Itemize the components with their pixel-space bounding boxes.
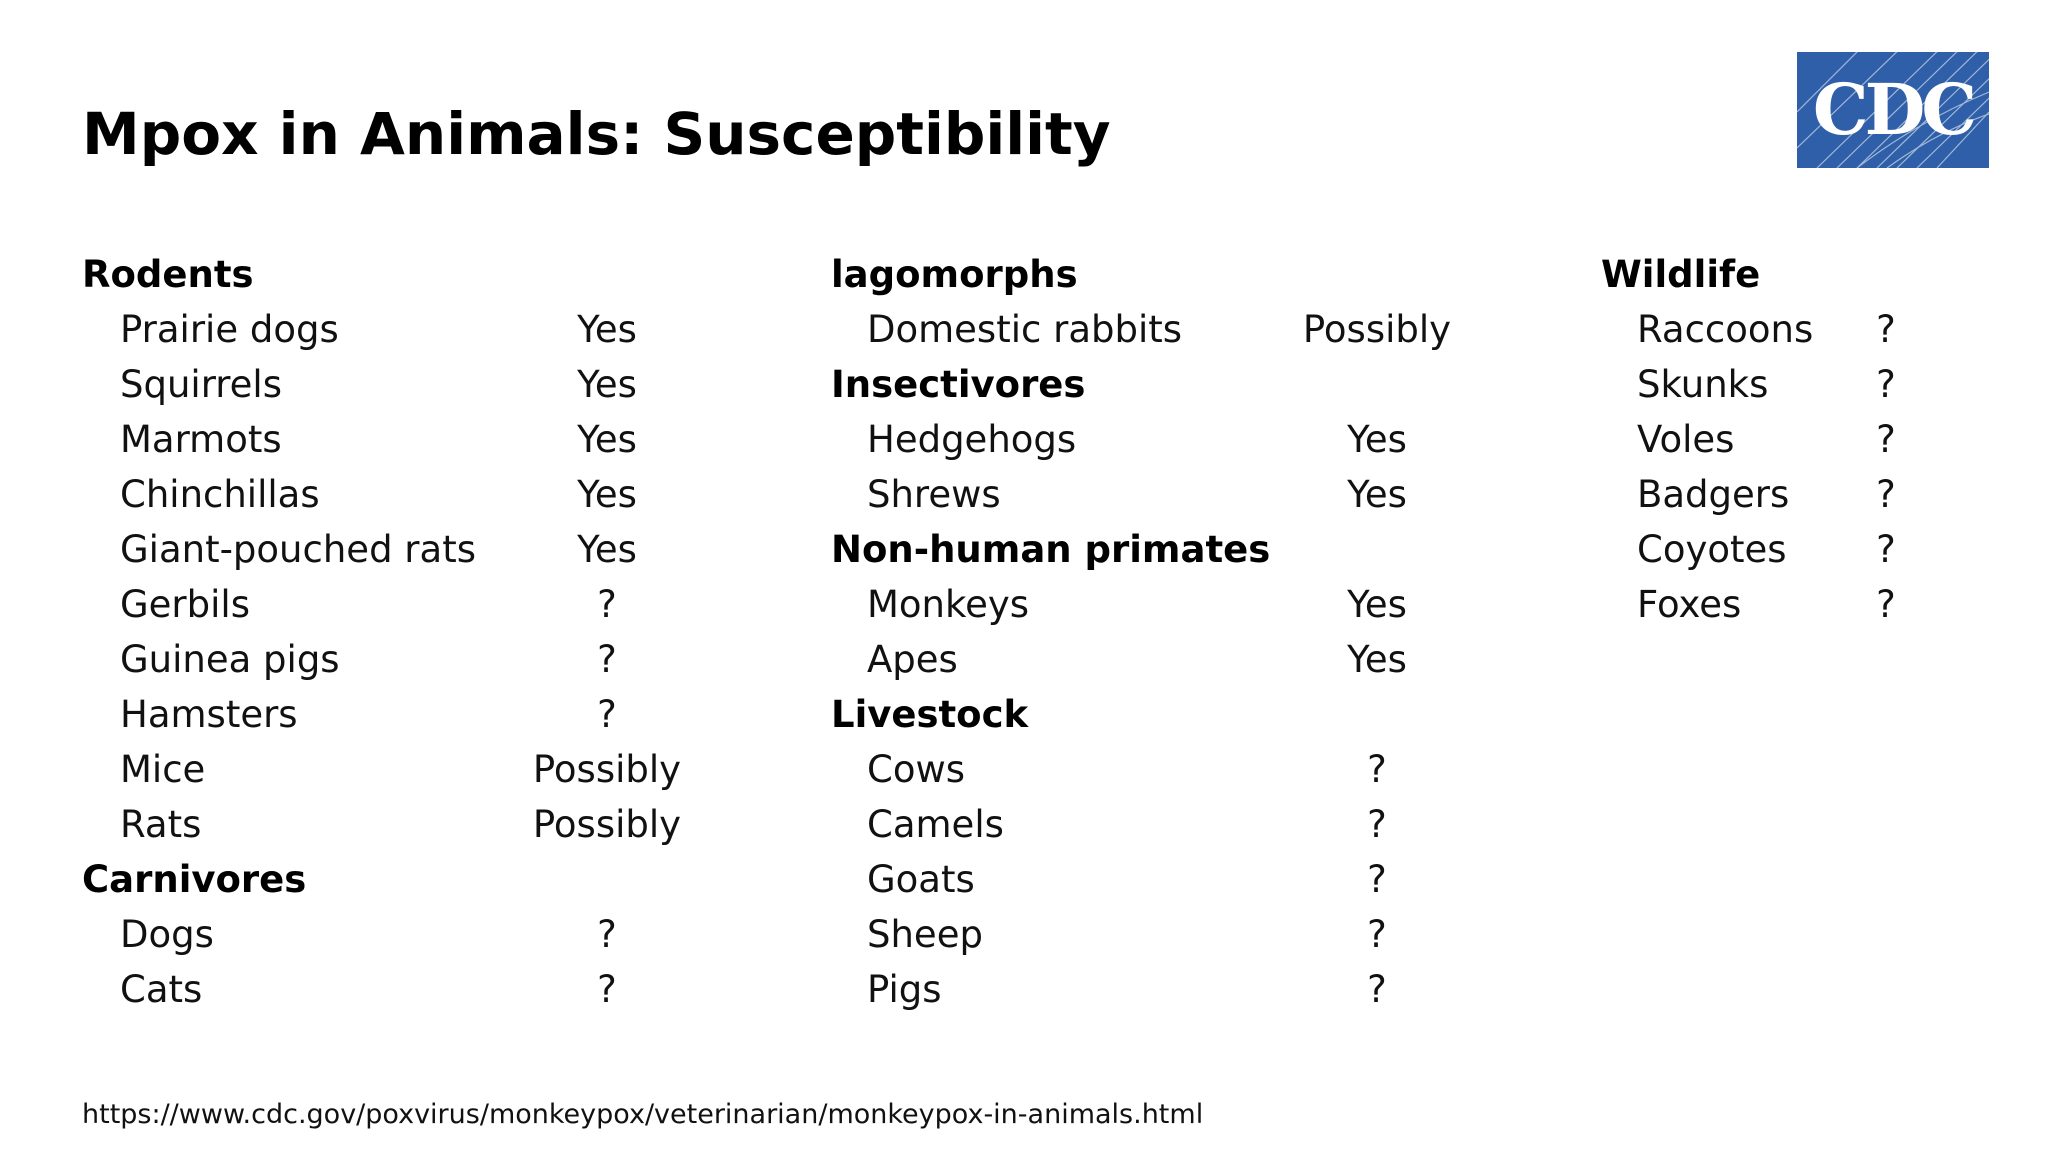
susceptibility-value: ?	[1876, 308, 1896, 351]
animal-row: Raccoons?	[1601, 302, 2001, 357]
animal-row: Marmots Yes	[82, 412, 722, 467]
animal-name: Rats	[120, 803, 202, 846]
animal-row: Camels?	[831, 797, 1531, 852]
animal-row: Mice Possibly	[82, 742, 722, 797]
animal-row: Giant-pouched rats Yes	[82, 522, 722, 577]
animal-row: Cats?	[82, 962, 722, 1017]
animal-name: Foxes	[1637, 583, 1742, 626]
animal-row: Rats Possibly	[82, 797, 722, 852]
animal-name: Raccoons	[1637, 308, 1814, 351]
animal-row: Cows?	[831, 742, 1531, 797]
animal-row: Shrews Yes	[831, 467, 1531, 522]
animal-name: Squirrels	[120, 363, 282, 406]
animal-row: Monkeys Yes	[831, 577, 1531, 632]
animal-row: Coyotes?	[1601, 522, 2001, 577]
animal-row: Hamsters?	[82, 687, 722, 742]
susceptibility-value: ?	[597, 638, 617, 681]
susceptibility-value: ?	[1876, 583, 1896, 626]
susceptibility-value: Possibly	[1302, 308, 1452, 351]
category-heading: Wildlife	[1601, 253, 1761, 296]
susceptibility-value: Yes	[577, 308, 637, 351]
susceptibility-value: Yes	[1347, 473, 1407, 516]
susceptibility-value: ?	[1367, 858, 1387, 901]
animal-name: Cows	[867, 748, 966, 791]
category-heading: Carnivores	[82, 858, 307, 901]
animal-row: Gerbils?	[82, 577, 722, 632]
animal-name: Pigs	[867, 968, 942, 1011]
animal-name: Chinchillas	[120, 473, 320, 516]
column-1: Rodents Prairie dogs Yes Squirrels Yes Marmot…	[82, 247, 722, 1017]
animal-name: Gerbils	[120, 583, 250, 626]
susceptibility-value: Yes	[1347, 638, 1407, 681]
animal-name: Mice	[120, 748, 206, 791]
animal-row: Guinea pigs?	[82, 632, 722, 687]
animal-name: Goats	[867, 858, 975, 901]
column-3: Wildlife Raccoons? Skunks? Voles? Badgers? Co…	[1601, 247, 2001, 632]
susceptibility-value: ?	[1876, 473, 1896, 516]
susceptibility-value: ?	[1367, 803, 1387, 846]
animal-row: Badgers?	[1601, 467, 2001, 522]
animal-name: Shrews	[867, 473, 1001, 516]
logo-text: CDC	[1813, 68, 1974, 151]
animal-name: Monkeys	[867, 583, 1030, 626]
susceptibility-value: ?	[597, 693, 617, 736]
susceptibility-value: ?	[1876, 363, 1896, 406]
animal-name: Sheep	[867, 913, 983, 956]
cdc-logo: CDC	[1797, 52, 1989, 168]
susceptibility-value: Yes	[1347, 418, 1407, 461]
animal-name: Hamsters	[120, 693, 298, 736]
susceptibility-value: Yes	[577, 473, 637, 516]
animal-name: Domestic rabbits	[867, 308, 1183, 351]
animal-name: Prairie dogs	[120, 308, 339, 351]
susceptibility-value: ?	[1367, 913, 1387, 956]
susceptibility-value: ?	[597, 583, 617, 626]
animal-name: Coyotes	[1637, 528, 1787, 571]
category-heading: lagomorphs	[831, 253, 1078, 296]
animal-row: Apes Yes	[831, 632, 1531, 687]
animal-name: Skunks	[1637, 363, 1769, 406]
category-heading: Rodents	[82, 253, 254, 296]
animal-row: Foxes?	[1601, 577, 2001, 632]
susceptibility-value: Possibly	[532, 748, 682, 791]
susceptibility-value: ?	[1367, 968, 1387, 1011]
animal-row: Squirrels Yes	[82, 357, 722, 412]
susceptibility-value: Yes	[1347, 583, 1407, 626]
animal-row: Skunks?	[1601, 357, 2001, 412]
animal-row: Voles?	[1601, 412, 2001, 467]
category-heading: Non-human primates	[831, 528, 1271, 571]
animal-name: Camels	[867, 803, 1004, 846]
source-url: https://www.cdc.gov/poxvirus/monkeypox/v…	[82, 1099, 1204, 1130]
susceptibility-value: Yes	[577, 528, 637, 571]
animal-row: Hedgehogs Yes	[831, 412, 1531, 467]
column-2: lagomorphs Domestic rabbits Possibly Insect…	[831, 247, 1531, 1017]
animal-name: Hedgehogs	[867, 418, 1077, 461]
animal-name: Apes	[867, 638, 958, 681]
susceptibility-value: ?	[597, 913, 617, 956]
susceptibility-value: Yes	[577, 363, 637, 406]
animal-row: Sheep?	[831, 907, 1531, 962]
animal-name: Giant-pouched rats	[120, 528, 476, 571]
animal-name: Marmots	[120, 418, 282, 461]
animal-name: Dogs	[120, 913, 214, 956]
animal-row: Domestic rabbits Possibly	[831, 302, 1531, 357]
animal-row: Chinchillas Yes	[82, 467, 722, 522]
slide-title: Mpox in Animals: Susceptibility	[82, 100, 1111, 168]
susceptibility-value: ?	[1876, 528, 1896, 571]
animal-row: Pigs?	[831, 962, 1531, 1017]
susceptibility-value: ?	[1367, 748, 1387, 791]
animal-name: Cats	[120, 968, 203, 1011]
category-heading: Insectivores	[831, 363, 1086, 406]
animal-name: Voles	[1637, 418, 1735, 461]
susceptibility-value: Possibly	[532, 803, 682, 846]
category-heading: Livestock	[831, 693, 1029, 736]
animal-row: Dogs?	[82, 907, 722, 962]
susceptibility-value: Yes	[577, 418, 637, 461]
animal-row: Goats?	[831, 852, 1531, 907]
animal-name: Badgers	[1637, 473, 1790, 516]
animal-row: Prairie dogs Yes	[82, 302, 722, 357]
susceptibility-value: ?	[597, 968, 617, 1011]
animal-name: Guinea pigs	[120, 638, 340, 681]
susceptibility-value: ?	[1876, 418, 1896, 461]
